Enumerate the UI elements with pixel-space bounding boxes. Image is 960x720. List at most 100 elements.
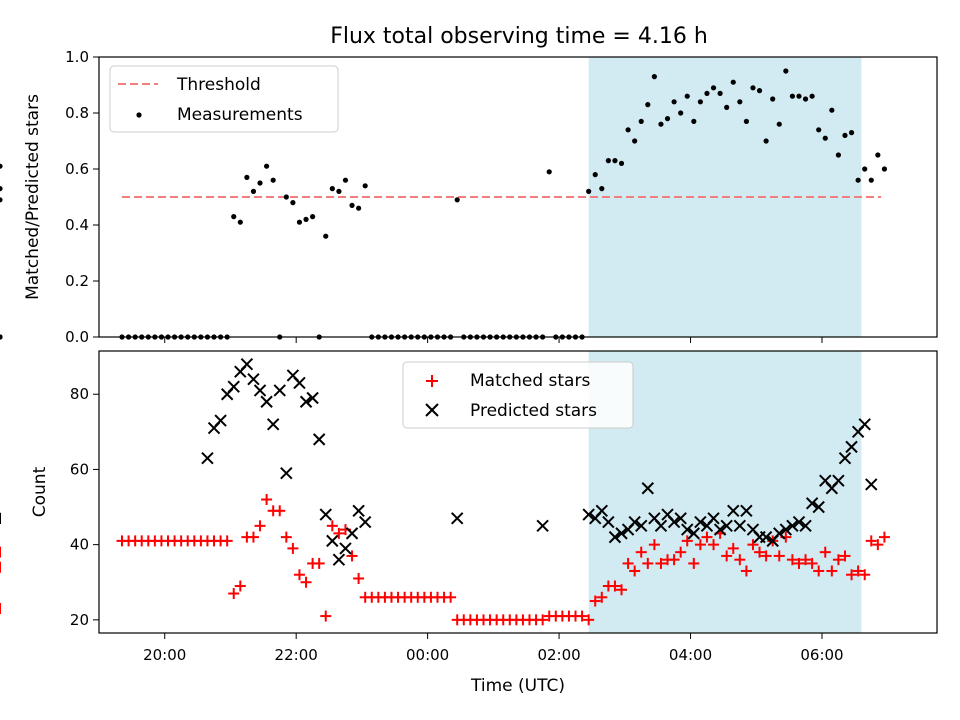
measurement-point (822, 135, 828, 141)
matched-legend-swatch (426, 375, 438, 387)
matched-star-point (773, 550, 785, 562)
predicted-star-point (201, 451, 214, 465)
matched-star-point (648, 539, 660, 551)
measurement-point (303, 216, 309, 222)
measurement-point (257, 180, 263, 186)
measurement-point (638, 118, 644, 124)
measurement-point (0, 334, 3, 340)
measurement-point (310, 214, 316, 220)
matched-star-point (819, 546, 831, 558)
measurement-point (296, 219, 303, 225)
predicted-star-point (582, 508, 595, 521)
bottom-y-tick-label: 40 (70, 536, 89, 554)
matched-star-point (688, 557, 700, 569)
predicted-star-point (326, 534, 339, 548)
measurement-point (862, 166, 868, 172)
matched-star-point (274, 505, 286, 517)
predicted-star-point (595, 504, 609, 518)
x-tick-label: 20:00 (143, 646, 186, 664)
predicted-legend-label: Predicted stars (470, 401, 597, 421)
predicted-star-point (240, 357, 254, 371)
predicted-star-point (759, 530, 773, 544)
predicted-star-point (687, 527, 701, 540)
predicted-star-point (615, 527, 628, 540)
matched-star-point (261, 494, 273, 506)
predicted-star-point (720, 519, 733, 533)
predicted-star-point (214, 414, 227, 427)
bottom-legend-box (402, 361, 634, 429)
predicted-star-point (352, 504, 365, 518)
bottom-x-ticks: 20:00 22:00 00:00 02:00 04:00 06:00 (143, 633, 844, 664)
matched-star-point (353, 572, 365, 584)
matched-star-point (701, 531, 713, 543)
predicted-star-point (635, 519, 648, 533)
predicted-star-point (608, 530, 622, 544)
measurement-point (750, 85, 756, 91)
predicted-star-point (280, 466, 293, 480)
measurement-point (632, 138, 638, 144)
predicted-star-point (299, 395, 313, 408)
measurement-point (290, 200, 296, 206)
measurement-point (855, 177, 861, 183)
x-tick-label: 22:00 (275, 646, 318, 664)
matched-star-point (708, 539, 720, 551)
bottom-y-tick-label: 80 (70, 385, 89, 403)
bottom-legend: Matched stars Predicted stars (402, 361, 634, 429)
matched-star-point (537, 614, 549, 626)
measurement-point (691, 118, 697, 124)
matched-star-point (740, 565, 752, 577)
measurement-point (592, 172, 598, 178)
measurement-point (349, 202, 355, 208)
matched-star-point (852, 565, 864, 577)
predicted-star-point (805, 497, 819, 510)
measurement-point (664, 116, 671, 122)
predicted-star-point (306, 391, 319, 405)
matched-star-point (754, 546, 766, 558)
matched-star-point (333, 527, 345, 539)
matched-star-point (280, 531, 292, 543)
predicted-star-point (792, 515, 806, 529)
measurement-point (697, 99, 703, 105)
matched-star-point (635, 546, 647, 558)
measurement-point (658, 121, 664, 127)
matched-legend-label: Matched stars (470, 371, 590, 391)
predicted-star-point (602, 515, 615, 529)
matched-star-point (228, 588, 240, 600)
predicted-star-point (713, 523, 727, 536)
measurement-point (618, 160, 625, 166)
top-y-tick-label: 0.6 (65, 160, 89, 178)
predicted-star-point (707, 512, 720, 525)
bottom-axes-frame (98, 350, 938, 634)
measurement-point (743, 118, 749, 124)
top-y-tick-label: 0.2 (65, 272, 89, 290)
matched-star-point (668, 554, 680, 566)
measurements-legend-swatch (136, 112, 142, 118)
measurements-legend-label: Measurements (177, 105, 303, 125)
measurement-point (730, 79, 736, 85)
predicted-star-point (641, 482, 655, 495)
measurement-point (231, 214, 237, 220)
matched-star-point (583, 614, 595, 626)
predicted-star-point (694, 515, 707, 529)
predicted-star-point (674, 512, 687, 525)
measurement-point (737, 99, 743, 105)
measurement-point (789, 93, 796, 99)
matched-star-point (806, 557, 818, 569)
matched-star-point (313, 557, 325, 569)
measurement-point (323, 233, 329, 239)
matched-star-point (596, 591, 608, 603)
measurement-point (605, 158, 611, 164)
x-axis-label: Time (UTC) (470, 676, 565, 696)
matched-star-point (287, 542, 299, 554)
measurement-point (684, 93, 690, 99)
matched-star-point (655, 557, 667, 569)
measurement-point (763, 138, 769, 144)
measurement-point (881, 166, 888, 172)
matched-star-point (293, 569, 305, 581)
matched-star-point (694, 539, 706, 551)
measurement-point (710, 85, 717, 91)
matched-star-point (589, 595, 601, 607)
top-y-tick-label: 0.4 (65, 216, 89, 234)
matched-star-point (445, 591, 457, 603)
